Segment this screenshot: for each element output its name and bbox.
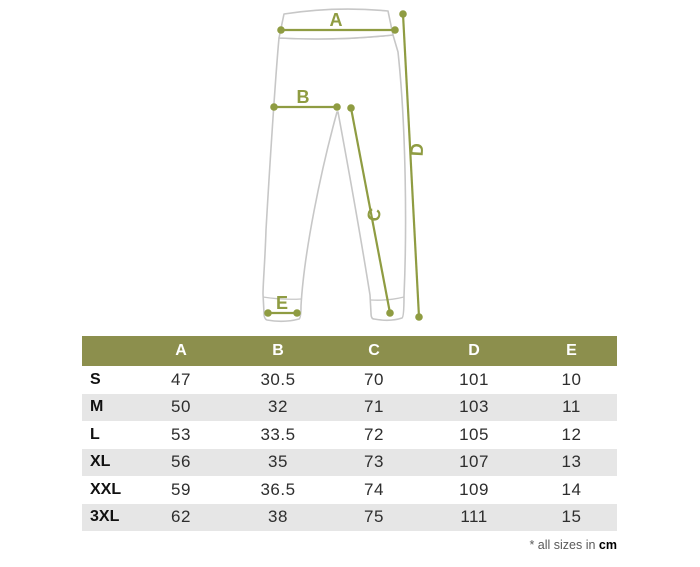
measure-dot — [399, 10, 407, 18]
units-note: * all sizes in cm — [529, 538, 617, 552]
value-cell: 36.5 — [260, 479, 296, 499]
value-cell: 38 — [230, 503, 326, 531]
header-cell-d: D — [422, 336, 526, 366]
measure-label-b: B — [297, 87, 310, 107]
header-cell-a: A — [132, 336, 230, 366]
measure-dot — [333, 103, 341, 111]
value-cell: 70 — [364, 369, 384, 389]
measure-dot — [415, 313, 423, 321]
value-cell: 105 — [459, 424, 489, 444]
size-table-body: S 47 30.5 70 101 10 M 50 32 71 103 11 L … — [82, 366, 617, 531]
measure-dot — [386, 309, 394, 317]
value-cell: 75 — [326, 503, 422, 531]
header-cell-c: C — [326, 336, 422, 366]
measure-dot — [347, 104, 355, 112]
measure-line-d — [401, 13, 421, 318]
units-note-unit: cm — [598, 538, 617, 552]
pants-measurement-diagram: A B C D E — [262, 8, 428, 323]
size-table-header: A B C D E — [82, 336, 617, 366]
value-cell: 59 — [171, 479, 191, 499]
measure-label-c: C — [363, 207, 385, 224]
value-cell: 111 — [422, 503, 526, 531]
value-cell: 72 — [364, 424, 384, 444]
value-cell: 14 — [561, 479, 582, 499]
value-cell: 12 — [561, 424, 582, 444]
value-cell: 103 — [422, 393, 526, 421]
pants-waistband-outline — [278, 8, 394, 40]
value-cell: 47 — [171, 369, 191, 389]
measure-dot — [391, 26, 399, 34]
measure-dot — [270, 103, 278, 111]
value-cell: 10 — [561, 369, 582, 389]
value-cell: 74 — [364, 479, 384, 499]
measure-label-a: A — [330, 10, 343, 30]
table-row: XL 56 35 73 107 13 — [82, 448, 617, 476]
size-cell: S — [90, 370, 101, 388]
value-cell: 50 — [132, 393, 230, 421]
size-cell: M — [82, 393, 132, 421]
value-cell: 33.5 — [260, 424, 296, 444]
value-cell: 101 — [459, 369, 489, 389]
size-table: A B C D E S 47 30.5 70 101 10 M 50 32 71… — [82, 336, 617, 531]
table-row: XXL 59 36.5 74 109 14 — [82, 476, 617, 504]
measure-dot — [277, 26, 285, 34]
value-cell: 15 — [526, 503, 617, 531]
value-cell: 30.5 — [260, 369, 296, 389]
value-cell: 107 — [422, 448, 526, 476]
units-note-text: * all sizes in — [529, 538, 599, 552]
header-cell-e: E — [526, 336, 617, 366]
left-cuff-seam — [262, 296, 302, 300]
measure-line-c — [349, 107, 392, 314]
header-row: A B C D E — [82, 336, 617, 366]
value-cell: 32 — [230, 393, 326, 421]
value-cell: 35 — [230, 448, 326, 476]
table-row: L 53 33.5 72 105 12 — [82, 421, 617, 449]
header-cell-size — [82, 336, 132, 366]
size-cell: 3XL — [82, 503, 132, 531]
table-row: M 50 32 71 103 11 — [82, 393, 617, 421]
size-cell: XL — [82, 448, 132, 476]
value-cell: 109 — [459, 479, 489, 499]
measure-dot — [264, 309, 272, 317]
value-cell: 73 — [326, 448, 422, 476]
measure-label-d: D — [407, 143, 428, 157]
value-cell: 62 — [132, 503, 230, 531]
size-cell: L — [90, 425, 100, 443]
table-row: 3XL 62 38 75 111 15 — [82, 503, 617, 531]
table-row: S 47 30.5 70 101 10 — [82, 366, 617, 394]
header-cell-b: B — [230, 336, 326, 366]
value-cell: 13 — [526, 448, 617, 476]
measure-label-e: E — [276, 293, 288, 313]
value-cell: 56 — [132, 448, 230, 476]
size-cell: XXL — [90, 480, 122, 498]
value-cell: 53 — [171, 424, 191, 444]
value-cell: 71 — [326, 393, 422, 421]
value-cell: 11 — [526, 393, 617, 421]
measure-dot — [293, 309, 301, 317]
